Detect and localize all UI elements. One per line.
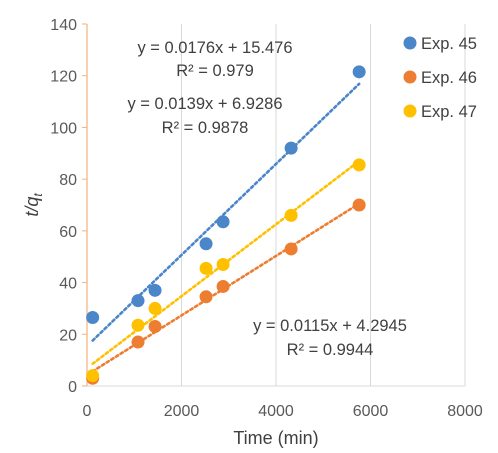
- point-exp45: [148, 283, 162, 297]
- equation-exp47: y = 0.0139x + 6.9286 R² = 0.9878: [127, 95, 282, 137]
- y-tick-label: 0: [68, 379, 77, 396]
- y-axis-title-subscript: t: [31, 193, 45, 197]
- legend-label-exp47: Exp. 47: [421, 103, 477, 121]
- data-points: [86, 65, 366, 385]
- x-tick-label: 8000: [447, 403, 483, 420]
- equation-exp46: y = 0.0115x + 4.2945 R² = 0.9944: [253, 317, 407, 359]
- y-tick-label: 80: [59, 172, 77, 189]
- y-tick-label: 140: [50, 17, 77, 34]
- legend-label-exp45: Exp. 45: [421, 35, 477, 53]
- x-tick-label: 6000: [353, 403, 389, 420]
- equation-exp45-r2: R² = 0.979: [176, 62, 254, 80]
- legend-marker-exp47: [403, 104, 417, 118]
- legend-label-exp46: Exp. 46: [421, 69, 477, 87]
- point-exp46: [199, 290, 213, 304]
- point-exp45: [199, 237, 213, 251]
- point-exp47: [352, 158, 366, 172]
- y-tick-label: 120: [50, 69, 77, 86]
- point-exp46: [352, 198, 366, 212]
- y-tick-label: 60: [59, 224, 77, 241]
- point-exp45: [352, 65, 366, 79]
- equation-exp46-r2: R² = 0.9944: [287, 341, 374, 359]
- point-exp47: [148, 301, 162, 315]
- legend: Exp. 45 Exp. 46 Exp. 47: [403, 35, 477, 121]
- point-exp45: [284, 141, 298, 155]
- y-tick-label: 40: [59, 276, 77, 293]
- axes: [86, 24, 465, 387]
- legend-item-exp46: Exp. 46: [403, 69, 477, 87]
- point-exp46: [131, 335, 145, 349]
- equation-exp47-r2: R² = 0.9878: [162, 119, 249, 137]
- point-exp46: [148, 320, 162, 334]
- x-tick-label: 4000: [258, 403, 294, 420]
- x-tick-label: 2000: [164, 403, 200, 420]
- point-exp46: [284, 242, 298, 256]
- point-exp47: [284, 208, 298, 222]
- tick-labels: 0 2000 4000 6000 8000 0 20 40 60 80 100 120 140: [50, 17, 483, 420]
- legend-item-exp45: Exp. 45: [403, 35, 477, 53]
- y-axis-title-main: t/q: [22, 197, 42, 217]
- equation-exp46-line: y = 0.0115x + 4.2945: [253, 317, 407, 335]
- x-tick-label: 0: [83, 403, 92, 420]
- point-exp46: [216, 279, 230, 293]
- y-tick-label: 100: [50, 120, 77, 137]
- point-exp45: [131, 294, 145, 308]
- legend-marker-exp45: [403, 36, 417, 50]
- point-exp47: [216, 257, 230, 271]
- point-exp47: [86, 369, 100, 383]
- legend-item-exp47: Exp. 47: [403, 103, 477, 121]
- point-exp47: [131, 318, 145, 332]
- point-exp45: [216, 215, 230, 229]
- y-tick-label: 20: [59, 327, 77, 344]
- point-exp45: [86, 310, 100, 324]
- equation-exp47-line: y = 0.0139x + 6.9286: [127, 95, 282, 113]
- legend-marker-exp46: [403, 70, 417, 84]
- x-axis-title: Time (min): [233, 428, 318, 448]
- gridlines: [181, 24, 466, 386]
- y-axis-title: t/qt: [22, 193, 45, 217]
- point-exp47: [199, 261, 213, 275]
- equation-exp45-line: y = 0.0176x + 15.476: [137, 39, 292, 57]
- equation-exp45: y = 0.0176x + 15.476 R² = 0.979: [137, 39, 292, 80]
